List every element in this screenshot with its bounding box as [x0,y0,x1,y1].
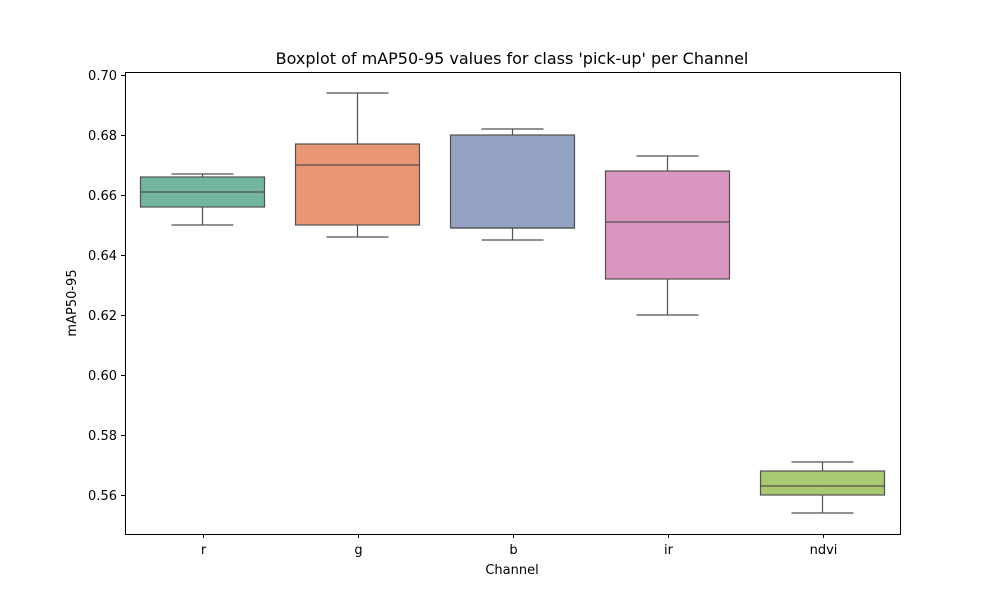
box-r [139,173,266,226]
iqr-box [759,470,886,496]
y-axis: 0.56 0.58 0.60 0.62 0.64 0.66 0.68 0.70 [88,69,125,504]
x-tick-label: ndvi [810,543,838,558]
box-ir [604,155,731,316]
y-axis-title: mAP50-95 [65,269,80,336]
box-b [449,128,576,241]
x-axis-title: Channel [485,563,538,578]
box-g [294,92,421,238]
iqr-box [449,134,576,229]
x-tick-label: ir [664,543,674,558]
chart-title: Boxplot of mAP50-95 values for class 'pi… [276,49,749,68]
y-tick-label: 0.70 [88,69,117,84]
y-tick-label: 0.58 [88,429,117,444]
y-tick-label: 0.66 [88,189,117,204]
y-tick-label: 0.62 [88,309,117,324]
iqr-box [604,170,731,280]
x-tick-label: b [509,543,517,558]
y-tick-label: 0.56 [88,489,117,504]
x-tick-label: r [201,543,207,558]
y-tick-label: 0.60 [88,369,117,384]
boxes-layer [139,92,886,514]
box-ndvi [759,461,886,514]
x-axis: r g b ir ndvi [201,534,838,558]
x-tick-label: g [354,543,362,558]
iqr-box [294,143,421,226]
y-tick-label: 0.68 [88,129,117,144]
plot-frame [125,72,901,535]
y-tick-label: 0.64 [88,249,117,264]
